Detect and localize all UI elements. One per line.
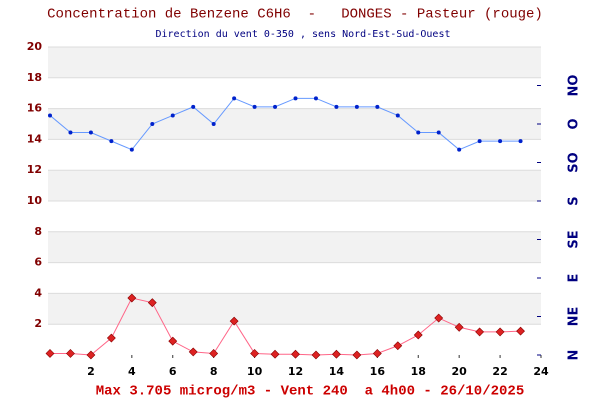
point xyxy=(413,330,423,340)
point xyxy=(436,130,441,135)
point xyxy=(477,139,482,144)
x-tick-label: 4 xyxy=(128,365,136,378)
point xyxy=(352,350,362,360)
y2-tick-label: O xyxy=(567,118,582,129)
y2-tick-label: N xyxy=(567,350,582,361)
band xyxy=(48,47,541,78)
point xyxy=(454,322,464,332)
point xyxy=(86,350,96,360)
point xyxy=(250,349,260,358)
x-tick-label: 8 xyxy=(210,365,218,378)
point xyxy=(150,122,155,126)
point xyxy=(416,130,421,135)
point xyxy=(209,349,219,358)
x-tick-label: 6 xyxy=(169,365,177,378)
point xyxy=(170,113,175,118)
point xyxy=(395,113,400,118)
point xyxy=(475,327,485,337)
y2-tick-label: NO xyxy=(567,75,582,97)
x-tick-label: 2 xyxy=(87,365,95,378)
y-tick-label: 12 xyxy=(27,163,42,176)
x-tick-label: 24 xyxy=(533,365,549,378)
x-tick-label: 14 xyxy=(329,365,345,378)
point xyxy=(331,349,341,359)
y-tick-label: 2 xyxy=(34,317,42,330)
chart-title: Concentration de Benzene C6H6 - DONGES -… xyxy=(47,7,543,23)
y2-tick-label: SE xyxy=(567,230,582,248)
y-tick-label: 18 xyxy=(27,71,42,84)
band xyxy=(48,231,541,263)
point xyxy=(191,104,196,109)
point xyxy=(109,139,114,144)
point xyxy=(354,104,359,109)
y2-tick-label: S xyxy=(567,196,582,205)
y-tick-label: 14 xyxy=(27,132,43,145)
point xyxy=(66,349,75,358)
x-tick-label: 20 xyxy=(452,365,468,378)
point xyxy=(311,350,321,360)
y2-tick-label: SO xyxy=(567,152,582,172)
point xyxy=(88,130,93,135)
point xyxy=(68,130,73,135)
point xyxy=(313,96,318,101)
y-tick-label: 10 xyxy=(27,194,43,207)
point xyxy=(273,104,278,109)
y2-tick-label: E xyxy=(567,274,582,283)
point xyxy=(495,327,505,337)
band xyxy=(48,170,541,201)
y-tick-label: 16 xyxy=(27,102,43,115)
point xyxy=(45,349,55,358)
point xyxy=(48,113,52,118)
y-tick-label: 20 xyxy=(27,40,43,53)
point xyxy=(291,349,300,359)
point xyxy=(434,313,444,323)
y2-tick-label: NE xyxy=(567,307,582,327)
point xyxy=(188,347,198,357)
point xyxy=(252,104,257,109)
y-tick-label: 6 xyxy=(34,256,42,269)
x-tick-label: 10 xyxy=(247,365,263,378)
series-line xyxy=(50,297,521,356)
point xyxy=(334,104,339,109)
point xyxy=(168,336,178,346)
chart-footer: Max 3.705 microg/m3 - Vent 240 a 4h00 - … xyxy=(96,384,524,400)
point xyxy=(372,349,382,358)
point xyxy=(516,326,525,336)
chart-subtitle: Direction du vent 0-350 , sens Nord-Est-… xyxy=(155,29,450,40)
point xyxy=(147,298,157,308)
band xyxy=(48,108,541,140)
series-line xyxy=(49,97,521,151)
point xyxy=(393,341,403,351)
x-tick-label: 22 xyxy=(492,365,507,378)
point xyxy=(229,316,239,326)
point xyxy=(129,147,134,152)
y-tick-label: 8 xyxy=(34,225,42,238)
point xyxy=(293,96,298,101)
x-tick-label: 16 xyxy=(370,365,386,378)
point xyxy=(457,147,462,152)
point xyxy=(498,139,503,144)
point xyxy=(518,139,523,144)
y-tick-label: 4 xyxy=(34,286,42,299)
x-tick-label: 18 xyxy=(411,365,426,378)
point xyxy=(106,333,116,343)
point xyxy=(127,293,137,303)
band xyxy=(48,293,541,325)
point xyxy=(270,349,280,359)
x-tick-label: 12 xyxy=(288,365,303,378)
point xyxy=(232,96,237,101)
point xyxy=(375,104,380,109)
point xyxy=(211,122,216,126)
